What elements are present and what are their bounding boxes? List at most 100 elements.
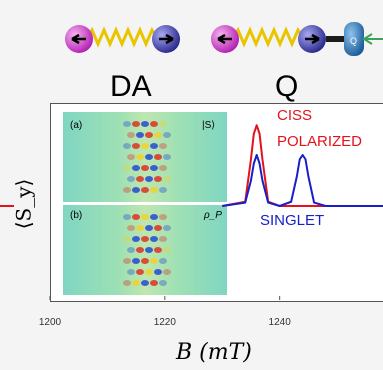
heatmap-blob <box>141 236 149 242</box>
q-heading: Q <box>275 70 299 103</box>
heatmap-blob <box>123 143 131 149</box>
heatmap-blob <box>159 236 167 242</box>
heatmap-blob <box>163 225 171 231</box>
heatmap-blob <box>150 121 158 127</box>
heatmap-blob <box>159 187 167 193</box>
spin-arrow-right-icon <box>305 33 320 45</box>
molecule-diagram: Q <box>65 22 383 56</box>
heatmap-blob <box>127 154 135 160</box>
heatmap-blob <box>150 187 158 193</box>
heatmap-blob <box>159 121 167 127</box>
heatmap-blob <box>132 187 140 193</box>
heatmap-blob <box>136 225 144 231</box>
heatmap-blob <box>132 165 140 171</box>
quencher-label: Q <box>350 36 357 46</box>
heatmap-blob <box>145 176 153 182</box>
heatmap-blob <box>150 258 158 264</box>
heatmap-blob <box>127 247 135 253</box>
spin-arrow-left-icon <box>71 33 86 45</box>
heatmap-blob <box>123 165 131 171</box>
heatmap-blob <box>150 280 158 286</box>
spin-arrow-left-icon <box>217 33 232 45</box>
heatmap-blob <box>145 154 153 160</box>
series-line-1 <box>222 154 383 207</box>
heatmap-blob <box>159 143 167 149</box>
heatmap-blob <box>123 258 131 264</box>
heatmap-blob <box>127 132 135 138</box>
heatmap-blob <box>136 269 144 275</box>
heatmap-blob <box>154 132 162 138</box>
heatmap-blob <box>145 269 153 275</box>
panel-a-corner: |S⟩ <box>202 120 216 131</box>
heatmap-blob <box>132 121 140 127</box>
heatmap-blob <box>145 247 153 253</box>
heatmap-blob <box>123 187 131 193</box>
x-tick-label: 1220 <box>154 317 177 328</box>
heatmap-blob <box>150 214 158 220</box>
panel-a-heatmap <box>63 112 227 202</box>
heatmap-blob <box>132 143 140 149</box>
quencher-icon <box>344 22 364 56</box>
heatmap-blob <box>159 258 167 264</box>
heatmap-blob <box>154 176 162 182</box>
x-axis-label: B (mT) <box>176 340 252 365</box>
spring-icon <box>230 26 306 48</box>
panel-b-tag: (b) <box>70 210 83 221</box>
heatmap-blob <box>150 165 158 171</box>
heatmap-blob <box>127 269 135 275</box>
heatmap-blob <box>127 225 135 231</box>
heatmap-blob <box>123 214 131 220</box>
heatmap-blob <box>163 247 171 253</box>
spin-arrow-right-icon <box>159 33 174 45</box>
heatmap-blob <box>127 176 135 182</box>
heatmap-blob <box>154 247 162 253</box>
heatmap-blob <box>145 132 153 138</box>
heatmap-blob <box>154 154 162 160</box>
heatmap-blob <box>123 121 131 127</box>
heatmap-blob <box>141 121 149 127</box>
heatmap-blob <box>141 214 149 220</box>
x-tick-label: 1200 <box>39 317 62 328</box>
heatmap-blob <box>123 280 131 286</box>
heatmap-blob <box>132 280 140 286</box>
heatmap-blob <box>136 132 144 138</box>
panel-b-corner: ρ_P <box>204 210 222 221</box>
heatmap-blob <box>136 247 144 253</box>
link-bar <box>326 36 344 42</box>
link-arrow-icon <box>362 33 383 45</box>
panel-a-tag: (a) <box>70 120 83 131</box>
singlet-label: SINGLET <box>260 212 325 229</box>
heatmap-blob <box>145 225 153 231</box>
heatmap-blob <box>141 187 149 193</box>
heatmap-blob <box>159 280 167 286</box>
heatmap-blob <box>163 132 171 138</box>
heatmap-blob <box>154 225 162 231</box>
heatmap-blob <box>132 214 140 220</box>
heatmap-blob <box>141 143 149 149</box>
heatmap-blob <box>150 143 158 149</box>
heatmap-blob <box>136 176 144 182</box>
heatmap-blob <box>141 258 149 264</box>
heatmap-blob <box>141 165 149 171</box>
ciss-label-1: CISS <box>277 107 313 124</box>
heatmap-blob <box>132 236 140 242</box>
heatmap-blob <box>141 280 149 286</box>
heatmap-blob <box>163 176 171 182</box>
heatmap-blob <box>136 154 144 160</box>
heatmap-blob <box>132 258 140 264</box>
heatmap-blob <box>159 165 167 171</box>
heatmap-blob <box>123 236 131 242</box>
heatmap-blob <box>163 269 171 275</box>
heatmap-blob <box>150 236 158 242</box>
y-axis-label: ⟨S_y⟩ <box>11 178 36 230</box>
x-tick-label: 1240 <box>269 317 292 328</box>
ciss-label-2: POLARIZED <box>277 133 363 150</box>
da-heading: DA <box>110 70 152 103</box>
panel-b-heatmap <box>63 205 227 295</box>
heatmap-blob <box>154 269 162 275</box>
heatmap-blob <box>163 154 171 160</box>
heatmap-blob <box>159 214 167 220</box>
spring-icon <box>84 26 160 48</box>
